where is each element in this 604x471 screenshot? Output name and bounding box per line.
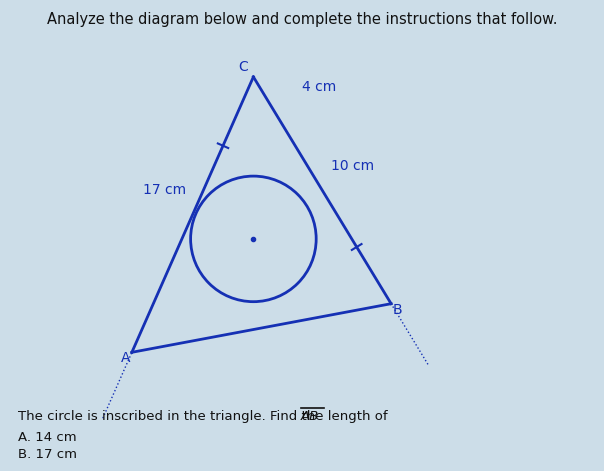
Text: B: B — [393, 303, 402, 317]
Text: AB: AB — [301, 410, 319, 423]
Text: 10 cm: 10 cm — [331, 159, 374, 173]
Text: B. 17 cm: B. 17 cm — [18, 448, 77, 461]
Text: C: C — [239, 60, 248, 74]
Text: A. 14 cm: A. 14 cm — [18, 430, 77, 444]
Text: The circle is inscribed in the triangle. Find the length of: The circle is inscribed in the triangle.… — [18, 410, 392, 423]
Text: 17 cm: 17 cm — [143, 183, 186, 197]
Text: A: A — [121, 351, 130, 365]
Text: 4 cm: 4 cm — [302, 80, 336, 94]
Text: Analyze the diagram below and complete the instructions that follow.: Analyze the diagram below and complete t… — [47, 12, 557, 27]
